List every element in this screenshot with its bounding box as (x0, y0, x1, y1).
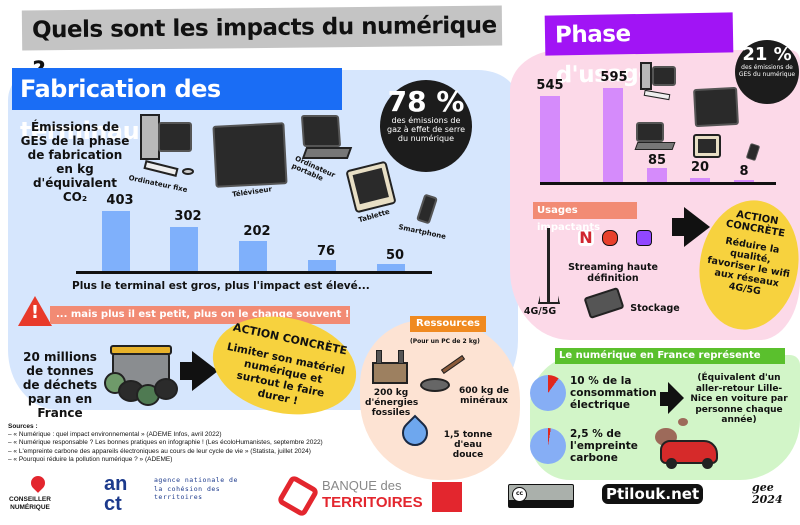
fab-bar-0 (102, 211, 130, 271)
usage-axis (540, 182, 776, 185)
usage-bar-3 (690, 178, 710, 182)
action-text: Réduire la qualité, favoriser le wifi au… (706, 235, 791, 298)
signature: gee 2024 (752, 481, 783, 506)
fab-value-4: 50 (385, 248, 405, 263)
carbon-text: 2,5 % de l'empreinte carbone (570, 428, 638, 464)
trash-bin-lid (110, 345, 172, 355)
car-wheel (666, 458, 677, 469)
twitch-icon (636, 230, 652, 246)
arrow-icon (180, 362, 194, 380)
netflix-icon: N (578, 228, 594, 247)
map-pin-icon (28, 473, 48, 493)
usages-title: Usages impactants (533, 202, 637, 233)
usage-share-percent: 21 % (742, 44, 792, 65)
fab-bar-4 (377, 264, 405, 271)
warning-icon (18, 296, 52, 326)
streaming-label: Streaming haute définition (568, 262, 658, 284)
usage-share-text: des émissions de GES du numérique (738, 64, 796, 78)
fab-value-0: 403 (106, 193, 134, 208)
conseiller-numerique-logo: CONSEILLER NUMÉRIQUE (8, 473, 68, 520)
source-item: – « Numérique responsable ? Les bonnes p… (8, 439, 323, 447)
cc-by-sa-badge: cc (508, 484, 574, 508)
laptop-icon (634, 122, 676, 152)
factory-icon (372, 362, 408, 384)
waste-text: 20 millions de tonnes de déchets par an … (22, 350, 98, 420)
usage-bar-2 (647, 168, 667, 182)
page-title: Quels sont les impacts du numérique ? (21, 5, 503, 83)
anct-logo-mark: an ct (104, 473, 128, 515)
banque-top-text: BANQUE des (322, 478, 402, 493)
minerals-text: 600 kg de minéraux (458, 386, 510, 406)
usage-share-badge: 21 % des émissions de GES du numérique (735, 40, 799, 104)
electricity-text: 10 % de la consommation électrique (570, 375, 657, 411)
desktop-computer-icon (138, 112, 198, 177)
rock-icon (420, 378, 450, 392)
trash-bag-icon (154, 378, 178, 400)
usage-value-0: 545 (536, 78, 564, 93)
usage-bar-0 (540, 96, 560, 182)
usage-value-2: 85 (647, 153, 667, 168)
factory-chimney (376, 350, 382, 364)
smoke-icon (678, 418, 688, 426)
fabrication-title: Fabrication des terminaux (12, 68, 342, 145)
youtube-icon (602, 230, 618, 246)
water-text: 1,5 tonne d'eau douce (443, 430, 493, 460)
network-label: 4G/5G (523, 306, 557, 317)
storage-label: Stockage (630, 303, 680, 314)
ptilouk-logo: Ptilouk.net (602, 484, 704, 504)
fabrication-share-badge: 78 % des émissions de gaz à effet de ser… (380, 80, 472, 172)
tablet-icon (693, 134, 721, 158)
fabrication-share-text: des émissions de gaz à effet de serre du… (386, 116, 466, 143)
car-wheel (702, 458, 713, 469)
sources-header: Sources : (8, 423, 38, 430)
usage-title: Phase d'usage (544, 12, 734, 88)
usage-bar-4 (734, 180, 754, 182)
fab-bar-3 (308, 260, 336, 271)
fabrication-caption: Plus le terminal est gros, plus l'impact… (72, 280, 370, 292)
source-item: – « Numérique : quel impact environnemen… (8, 431, 222, 439)
fabrication-share-percent: 78 % (387, 85, 465, 118)
banque-bottom-text: TERRITOIRES (322, 494, 423, 511)
equivalent-text: (Équivalent d'un aller-retour Lille-Nice… (690, 373, 788, 425)
anct-logo-text: agence nationale de la cohésion des terr… (154, 476, 238, 501)
france-title: Le numérique en France représente (555, 348, 785, 364)
fab-value-1: 302 (174, 209, 202, 224)
factory-chimney (398, 350, 404, 364)
arrow-icon (660, 392, 670, 406)
arrow-icon (668, 382, 684, 414)
fossil-text: 200 kg d'énergies fossiles (365, 388, 419, 418)
fab-value-3: 76 (316, 244, 336, 259)
banque-hexagon-icon (276, 474, 320, 518)
desktop-computer-icon (640, 60, 680, 102)
usage-value-1: 595 (600, 70, 628, 85)
pie-chart-carbon (530, 428, 566, 464)
caisse-depots-logo (432, 482, 462, 512)
pie-chart-electricity (530, 375, 566, 411)
warning-exclamation: ! (30, 302, 40, 323)
source-item: – « Pourquoi réduire la pollution numéri… (8, 455, 173, 463)
usage-bar-1 (603, 88, 623, 182)
resources-panel (360, 320, 520, 480)
ges-label: Émissions de GES de la phase de fabricat… (20, 120, 130, 204)
sources-block: Sources : – « Numérique : quel impact en… (8, 423, 323, 464)
usage-value-3: 20 (690, 160, 710, 175)
conseiller-label: CONSEILLER NUMÉRIQUE (9, 496, 51, 511)
tv-icon (212, 122, 288, 188)
cell-tower-icon (536, 228, 562, 304)
arrow-icon (672, 218, 686, 236)
source-item: – « L'empreinte carbone des appareils él… (8, 447, 311, 455)
resources-title: Ressources (410, 316, 486, 332)
fab-axis (76, 271, 432, 274)
fab-value-2: 202 (243, 224, 271, 239)
resources-subtitle: (Pour un PC de 2 kg) (410, 338, 480, 345)
usage-value-4: 8 (739, 164, 749, 179)
tv-icon (693, 86, 739, 128)
fab-bar-2 (239, 241, 267, 271)
fab-bar-1 (170, 227, 198, 271)
